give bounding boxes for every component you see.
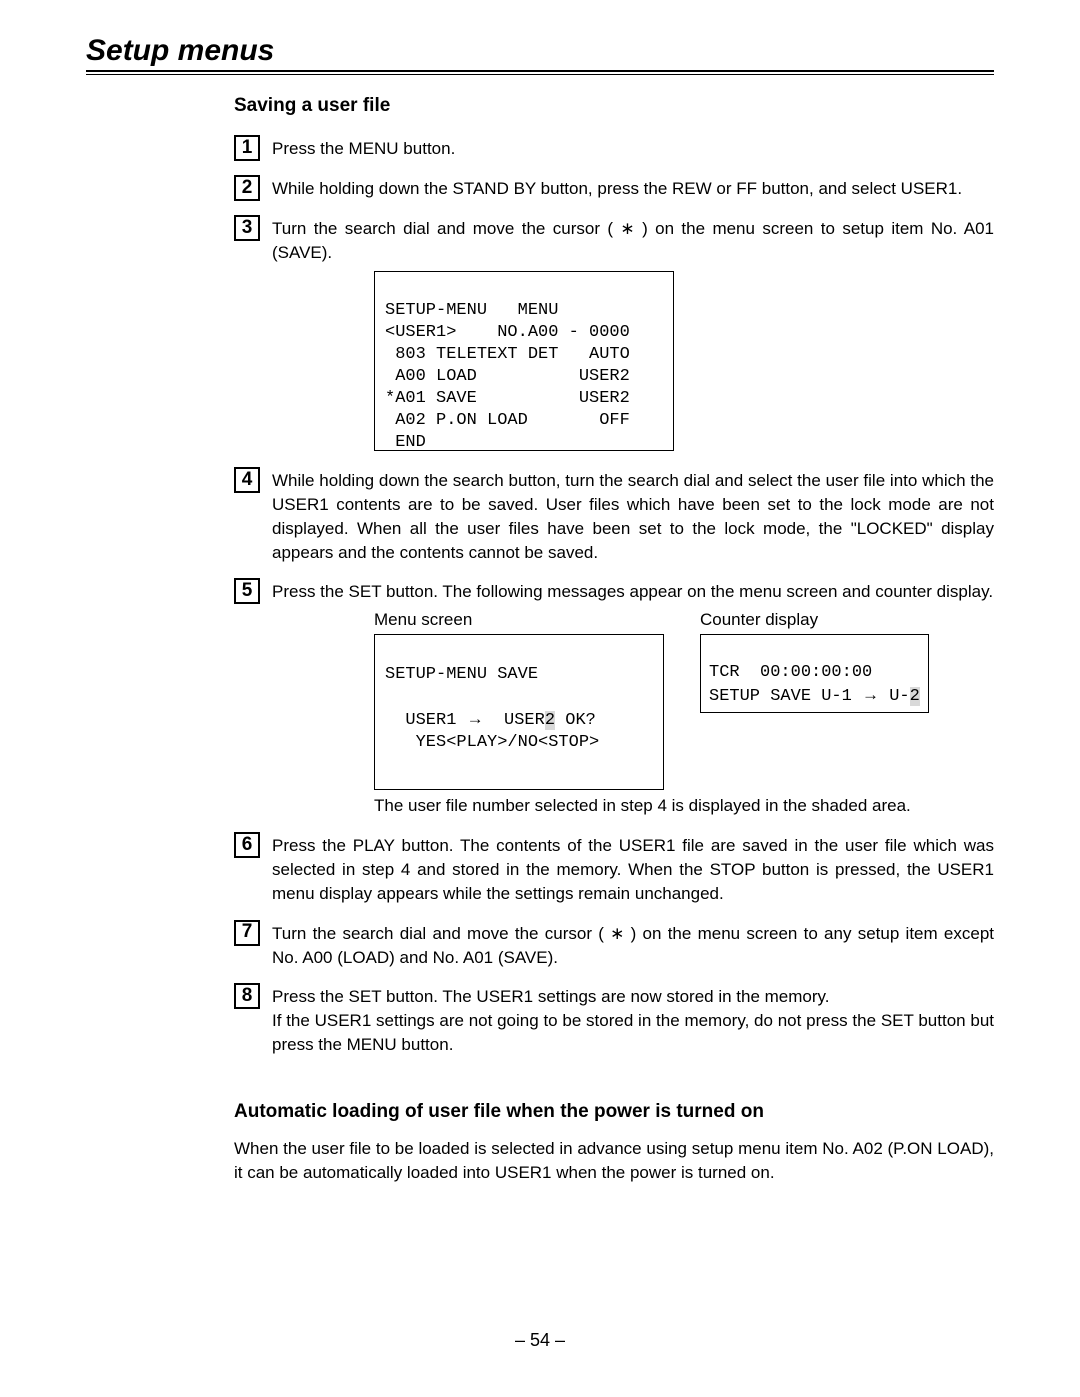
- step-1: 1 Press the MENU button.: [234, 135, 994, 161]
- menu-screen-col: Menu screen SETUP-MENU SAVE USER1 → USER…: [374, 610, 664, 790]
- menu-screen-box-2: SETUP-MENU SAVE USER1 → USER2 OK? YES<PL…: [374, 634, 664, 790]
- step-text: Turn the search dial and move the cursor…: [272, 215, 994, 265]
- counter-display-col: Counter display TCR 00:00:00:00 SETUP SA…: [700, 610, 929, 790]
- step-number: 6: [234, 832, 260, 858]
- step-number: 4: [234, 467, 260, 493]
- counter-line: SETUP SAVE U-1 → U-2: [709, 687, 920, 706]
- step-number: 7: [234, 920, 260, 946]
- step-number: 3: [234, 215, 260, 241]
- step-number: 5: [234, 578, 260, 604]
- step-5: 5 Press the SET button. The following me…: [234, 578, 994, 604]
- menu-line: 803 TELETEXT DET AUTO: [385, 345, 630, 364]
- menu-line: USER1 → USER2 OK?: [385, 711, 596, 730]
- step-7: 7 Turn the search dial and move the curs…: [234, 920, 994, 970]
- menu-screen-label: Menu screen: [374, 610, 664, 630]
- step-text: Press the MENU button.: [272, 135, 455, 161]
- menu-line: SETUP-MENU SAVE: [385, 665, 538, 684]
- page-title: Setup menus: [86, 34, 994, 68]
- menu-line: *A01 SAVE USER2: [385, 389, 630, 408]
- counter-line: TCR 00:00:00:00: [709, 663, 872, 682]
- menu-line: YES<PLAY>/NO<STOP>: [385, 733, 599, 752]
- step-number: 8: [234, 983, 260, 1009]
- menu-line: A02 P.ON LOAD OFF: [385, 411, 630, 430]
- step-number: 1: [234, 135, 260, 161]
- step-text: While holding down the search button, tu…: [272, 467, 994, 564]
- counter-display-box: TCR 00:00:00:00 SETUP SAVE U-1 → U-2: [700, 634, 929, 712]
- step-4: 4 While holding down the search button, …: [234, 467, 994, 564]
- menu-line: A00 LOAD USER2: [385, 367, 630, 386]
- shaded-area-caption: The user file number selected in step 4 …: [374, 796, 994, 816]
- auto-loading-section: Automatic loading of user file when the …: [234, 1101, 994, 1185]
- step-text: Turn the search dial and move the cursor…: [272, 920, 994, 970]
- section-heading-saving: Saving a user file: [234, 95, 994, 117]
- page-number: – 54 –: [0, 1330, 1080, 1351]
- step-number: 2: [234, 175, 260, 201]
- title-rule: [86, 70, 994, 72]
- title-rule-thin: [86, 74, 994, 75]
- menu-line: SETUP-MENU MENU: [385, 301, 558, 320]
- menu-counter-row: Menu screen SETUP-MENU SAVE USER1 → USER…: [374, 610, 994, 790]
- step-text: Press the PLAY button. The contents of t…: [272, 832, 994, 905]
- menu-line: END: [385, 433, 426, 452]
- step-2: 2 While holding down the STAND BY button…: [234, 175, 994, 201]
- step-3: 3 Turn the search dial and move the curs…: [234, 215, 994, 265]
- menu-screen-box-1: SETUP-MENU MENU <USER1> NO.A00 - 0000 80…: [374, 271, 994, 452]
- section-heading-auto: Automatic loading of user file when the …: [234, 1101, 994, 1123]
- auto-text: When the user file to be loaded is selec…: [234, 1137, 994, 1185]
- step-8: 8 Press the SET button. The USER1 settin…: [234, 983, 994, 1056]
- menu-line: <USER1> NO.A00 - 0000: [385, 323, 630, 342]
- step-6: 6 Press the PLAY button. The contents of…: [234, 832, 994, 905]
- counter-display-label: Counter display: [700, 610, 929, 630]
- step-text: Press the SET button. The USER1 settings…: [272, 983, 994, 1056]
- step-text: Press the SET button. The following mess…: [272, 578, 993, 604]
- step-text: While holding down the STAND BY button, …: [272, 175, 962, 201]
